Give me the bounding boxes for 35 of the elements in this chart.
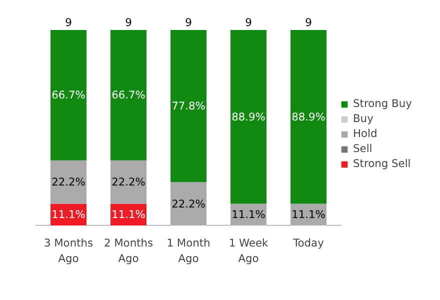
x-tick-label: 1 Week Ago: [228, 236, 270, 266]
annotation: 9: [305, 16, 312, 30]
data-label: 11.1%: [232, 208, 266, 222]
bar: [50, 30, 86, 160]
data-label: 11.1%: [292, 208, 326, 222]
data-label: 88.9%: [292, 110, 326, 124]
annotation: 9: [245, 16, 252, 30]
data-label: 11.1%: [112, 208, 146, 222]
bar: [110, 30, 146, 160]
bar: [50, 160, 86, 204]
annotation: 9: [65, 16, 72, 30]
bar: [170, 30, 206, 182]
bar: [170, 182, 206, 226]
x-tick-label: 1 Month Ago: [166, 236, 210, 266]
x-tick-label: 2 Months Ago: [104, 236, 154, 266]
data-label: 22.2%: [52, 176, 86, 189]
bar: [230, 30, 266, 204]
legend-label: Sell: [353, 142, 373, 155]
data-label: 66.7%: [52, 88, 86, 102]
legend-label: Strong Sell: [353, 157, 411, 170]
x-tick-label: 3 Months Ago: [44, 236, 94, 266]
bar: [290, 30, 326, 204]
x-tick-label: Today: [292, 236, 324, 250]
data-label: 11.1%: [52, 208, 86, 222]
legend-label: Buy: [353, 112, 374, 125]
data-label: 88.9%: [232, 110, 266, 124]
data-label: 22.2%: [112, 176, 146, 189]
data-label: 66.7%: [112, 88, 146, 102]
bar: [110, 160, 146, 204]
data-label: 22.2%: [172, 197, 206, 210]
legend-label: Hold: [353, 127, 378, 140]
legend-label: Strong Buy: [353, 97, 412, 110]
annotation: 9: [125, 16, 132, 30]
data-label: 77.8%: [172, 100, 206, 113]
annotation: 9: [185, 16, 192, 30]
